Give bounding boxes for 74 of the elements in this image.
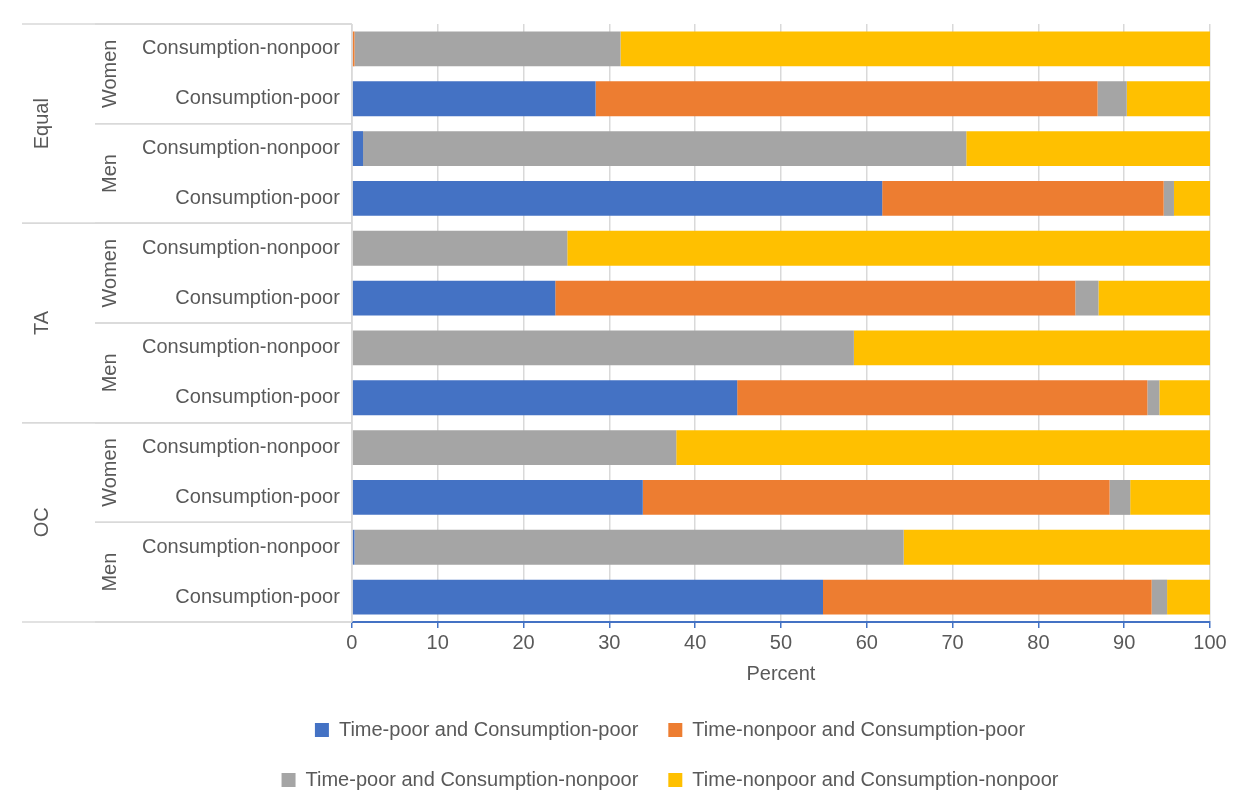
- bar: [1130, 479, 1210, 515]
- x-tick-label: 0: [346, 630, 358, 653]
- bar: [1097, 81, 1127, 117]
- y-tick-label: Consumption-nonpoor: [141, 335, 341, 358]
- text: Women: [97, 39, 120, 109]
- x-tick-label: 100: [1193, 630, 1227, 653]
- x-tick-label: 50: [769, 630, 793, 653]
- bar: [1173, 180, 1210, 216]
- x-tick-label: 80: [1027, 630, 1050, 653]
- x-tick-label: 90: [1113, 630, 1136, 653]
- bar: [352, 131, 364, 167]
- y-tick-label: Consumption-nonpoor: [141, 235, 341, 258]
- text: TA: [29, 310, 52, 336]
- bar: [1098, 280, 1210, 316]
- x-tick-label: 20: [512, 630, 535, 653]
- bar: [1151, 579, 1168, 615]
- y-tick-label: Consumption-poor: [175, 385, 341, 408]
- bar: [555, 280, 1076, 316]
- bar: [352, 479, 643, 515]
- text: Women: [97, 438, 120, 507]
- y-tick-label: Consumption-poor: [175, 584, 341, 607]
- text: Men: [97, 552, 120, 592]
- bar: [642, 479, 1110, 515]
- y-tick-label: Consumption-nonpoor: [141, 36, 341, 59]
- text: Men: [97, 154, 120, 193]
- bar: [1163, 180, 1174, 216]
- bar: [352, 180, 883, 216]
- bar: [354, 529, 904, 565]
- x-tick-label: 70: [941, 630, 964, 653]
- bar: [352, 330, 854, 366]
- bar: [853, 330, 1210, 366]
- x-axis-title: Percent: [746, 661, 816, 684]
- bar: [567, 230, 1210, 266]
- bar: [352, 81, 596, 117]
- y-tick-label: Consumption-poor: [175, 86, 341, 109]
- x-tick-label: 40: [684, 630, 707, 653]
- bar: [352, 230, 568, 266]
- bar: [823, 579, 1152, 615]
- text: Women: [97, 238, 120, 308]
- bar: [676, 430, 1210, 466]
- text: Equal: [29, 98, 52, 150]
- y-tick-label: Consumption-poor: [175, 484, 341, 507]
- bar: [595, 81, 1098, 117]
- x-tick-label: 30: [598, 630, 621, 653]
- x-tick-label: 60: [855, 630, 878, 653]
- bar: [354, 31, 621, 67]
- bar: [1109, 479, 1131, 515]
- bar: [882, 180, 1164, 216]
- y-tick-label: Consumption-nonpoor: [141, 136, 341, 159]
- bar: [1126, 81, 1210, 117]
- bar: [352, 579, 823, 615]
- bar: [352, 280, 556, 316]
- legend-label: Time-poor and Consumption-poor: [338, 717, 639, 740]
- y-tick-label: Consumption-poor: [175, 185, 341, 208]
- y-tick-label: Consumption-nonpoor: [141, 534, 341, 557]
- text: OC: [29, 507, 52, 538]
- legend-label: Time-nonpoor and Consumption-nonpoor: [692, 767, 1059, 790]
- bar: [1167, 579, 1210, 615]
- legend-label: Time-nonpoor and Consumption-poor: [692, 717, 1026, 740]
- x-tick-label: 10: [426, 630, 449, 653]
- bar: [352, 430, 677, 466]
- bar: [1075, 280, 1099, 316]
- legend-label: Time-poor and Consumption-nonpoor: [305, 767, 639, 790]
- bar: [903, 529, 1210, 565]
- bar: [737, 380, 1148, 416]
- bar: [1147, 380, 1160, 416]
- bar: [1159, 380, 1210, 416]
- y-tick-label: Consumption-nonpoor: [141, 435, 341, 458]
- bar: [620, 31, 1210, 67]
- y-tick-label: Consumption-poor: [175, 285, 341, 308]
- text: Men: [97, 353, 120, 393]
- bar: [363, 131, 967, 167]
- bar: [352, 380, 738, 416]
- bar: [966, 131, 1210, 167]
